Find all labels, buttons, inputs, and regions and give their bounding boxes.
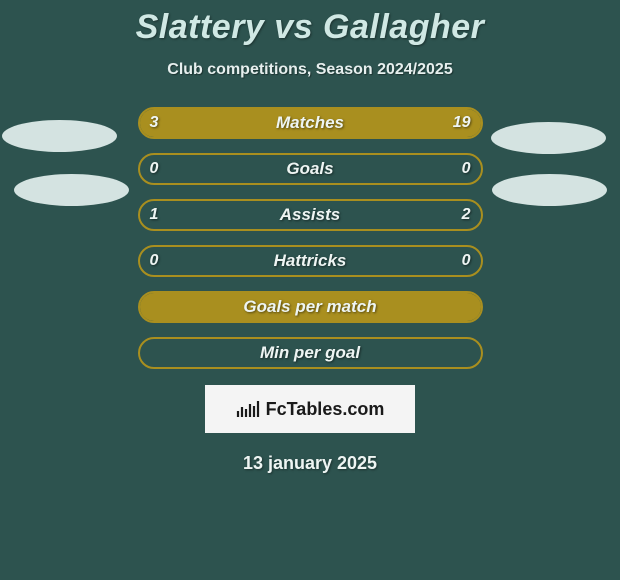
- stat-row: 1 2Assists: [138, 199, 483, 231]
- stat-value-left: 1: [150, 201, 159, 229]
- stat-row: 0 0Hattricks: [138, 245, 483, 277]
- stat-label: Hattricks: [140, 247, 481, 275]
- player-badge-ellipse: [2, 120, 117, 152]
- watermark: FcTables.com: [205, 385, 415, 433]
- watermark-text: FcTables.com: [266, 399, 385, 420]
- stat-row: 319Matches: [138, 107, 483, 139]
- player-badge-ellipse: [492, 174, 607, 206]
- stat-value-left: 0: [150, 247, 159, 275]
- stat-fill-left: [140, 293, 481, 321]
- stat-value-left: 0: [150, 155, 159, 183]
- player-badge-ellipse: [14, 174, 129, 206]
- stat-row: Min per goal: [138, 337, 483, 369]
- stat-label: Min per goal: [140, 339, 481, 367]
- stat-value-right: 2: [462, 201, 471, 229]
- stat-value-right: 19: [453, 109, 471, 137]
- stat-value-right: 0: [462, 247, 471, 275]
- page-subtitle: Club competitions, Season 2024/2025: [0, 61, 620, 79]
- stat-fill-right: [201, 109, 481, 137]
- page-title: Slattery vs Gallagher: [0, 0, 620, 47]
- stat-value-left: 3: [150, 109, 159, 137]
- stat-value-right: 0: [462, 155, 471, 183]
- stat-label: Goals: [140, 155, 481, 183]
- stat-row: Goals per match: [138, 291, 483, 323]
- snapshot-date: 13 january 2025: [0, 453, 620, 474]
- bars-icon: [236, 399, 260, 419]
- player-badge-ellipse: [491, 122, 606, 154]
- stat-label: Assists: [140, 201, 481, 229]
- stat-row: 0 0Goals: [138, 153, 483, 185]
